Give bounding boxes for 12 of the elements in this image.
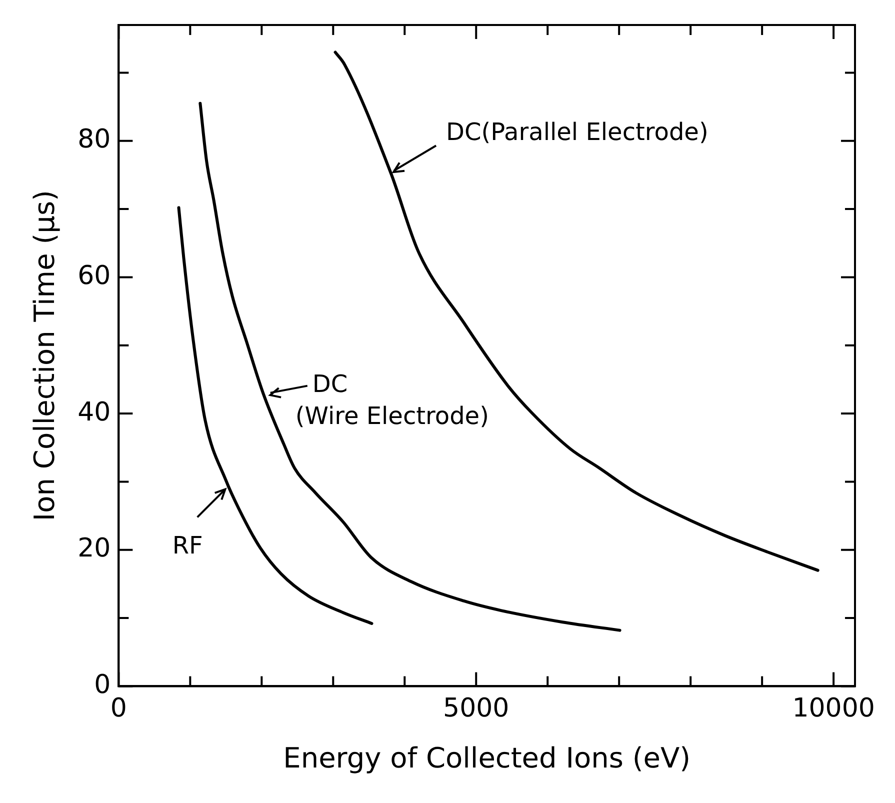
x-tick-label: 5000 [443, 694, 510, 724]
y-tick-label: 0 [94, 670, 111, 700]
y-tick-label: 20 [78, 534, 111, 564]
annotation: RF [172, 531, 203, 560]
x-axis-title: Energy of Collected Ions (eV) [283, 741, 691, 774]
annotation: DC (Wire Electrode) [295, 370, 489, 430]
annotation: DC(Parallel Electrode) [446, 118, 708, 146]
y-axis-title: Ion Collection Time (μs) [28, 190, 62, 522]
x-tick-label: 10000 [792, 694, 875, 724]
y-tick-label: 80 [78, 124, 111, 155]
y-tick-label: 40 [78, 397, 111, 428]
y-tick-label: 60 [78, 260, 111, 291]
